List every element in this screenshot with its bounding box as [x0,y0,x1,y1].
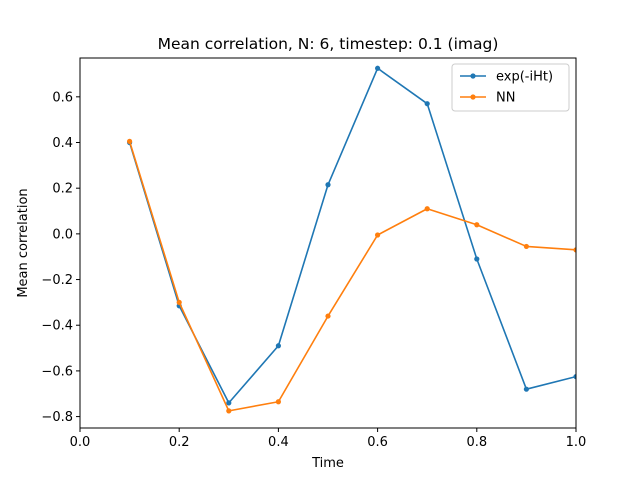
data-point [375,65,381,71]
legend: exp(-iHt) NN [451,63,570,112]
x-tick-label: 0.8 [466,435,487,450]
x-axis-ticks: 0.0 0.2 0.4 0.6 0.8 1.0 [70,428,587,450]
data-point [573,247,576,253]
x-tick-label: 0.6 [367,435,388,450]
data-point [127,138,133,144]
y-tick-label: 0.2 [52,182,73,197]
chart-title: Mean correlation, N: 6, timestep: 0.1 (i… [158,35,499,53]
data-point [474,256,480,262]
legend-label: NN [496,91,515,106]
data-point [275,343,281,349]
data-point [573,374,576,380]
series-layer [127,65,576,414]
data-point [424,101,430,107]
x-tick-label: 0.0 [70,435,91,450]
series-line [128,67,576,404]
data-point [226,408,232,414]
data-point [523,243,530,250]
y-tick-label: 0.4 [52,136,73,151]
series-2 [127,138,576,414]
x-tick-label: 0.4 [268,435,289,450]
data-point [375,232,381,238]
y-axis-ticks: −0.8 −0.6 −0.4 −0.2 0.0 0.2 0.4 0.6 [41,90,80,425]
y-tick-label: −0.6 [41,364,73,379]
x-tick-label: 1.0 [566,435,587,450]
x-tick-label: 0.2 [169,435,190,450]
plot-area-frame [79,57,577,429]
data-point [325,313,331,319]
y-tick-label: 0.6 [52,90,73,105]
legend-marker [470,94,476,100]
data-point [523,386,530,392]
series-line [128,141,576,412]
y-tick-label: −0.8 [41,410,73,425]
data-point [176,299,182,305]
series-1 [127,65,576,406]
data-point [226,400,232,406]
y-tick-label: −0.4 [41,319,73,334]
data-point [325,182,331,188]
y-tick-label: 0.0 [52,227,73,242]
legend-marker [470,73,476,79]
data-point [474,222,480,228]
data-point [424,206,430,212]
legend-label: exp(-iHt) [496,70,553,85]
data-point [275,399,281,405]
x-axis-label: Time [311,456,344,471]
y-tick-label: −0.2 [41,273,73,288]
y-axis-label: Mean correlation [16,188,31,297]
